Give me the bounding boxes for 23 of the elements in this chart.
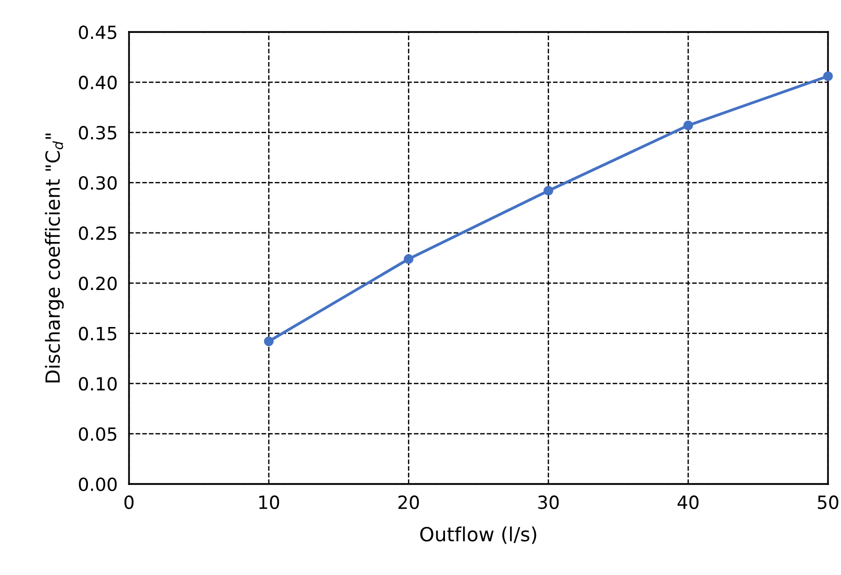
x-tick-label: 30 [538, 495, 559, 510]
y-tick-label: 0.25 [78, 226, 116, 240]
y-tick-label: 0.15 [78, 326, 116, 340]
x-tick-label: 40 [678, 495, 698, 510]
y-tick-label: 0.35 [78, 126, 116, 140]
x-tick-label: 0 [124, 495, 134, 510]
point [404, 254, 414, 264]
x-tick-label: 50 [818, 495, 838, 510]
point [823, 71, 833, 82]
y-tick-label: 0.20 [78, 276, 117, 290]
x-axis-title: Outflow (l/s) [420, 526, 536, 544]
y-tick-label: 0.00 [78, 477, 117, 492]
point [683, 120, 694, 130]
y-axis-title: Discharge coefficient "C$_{d}$" [44, 134, 64, 382]
y-tick-label: 0.45 [78, 25, 116, 40]
y-tick-label: 0.05 [78, 427, 116, 441]
y-tick-label: 0.30 [78, 176, 117, 190]
y-tick-label: 0.40 [78, 76, 117, 90]
y-tick-label: 0.10 [78, 377, 117, 391]
point [544, 186, 554, 196]
x-tick-label: 20 [398, 495, 419, 510]
x-tick-label: 10 [259, 495, 280, 510]
point [264, 336, 274, 346]
